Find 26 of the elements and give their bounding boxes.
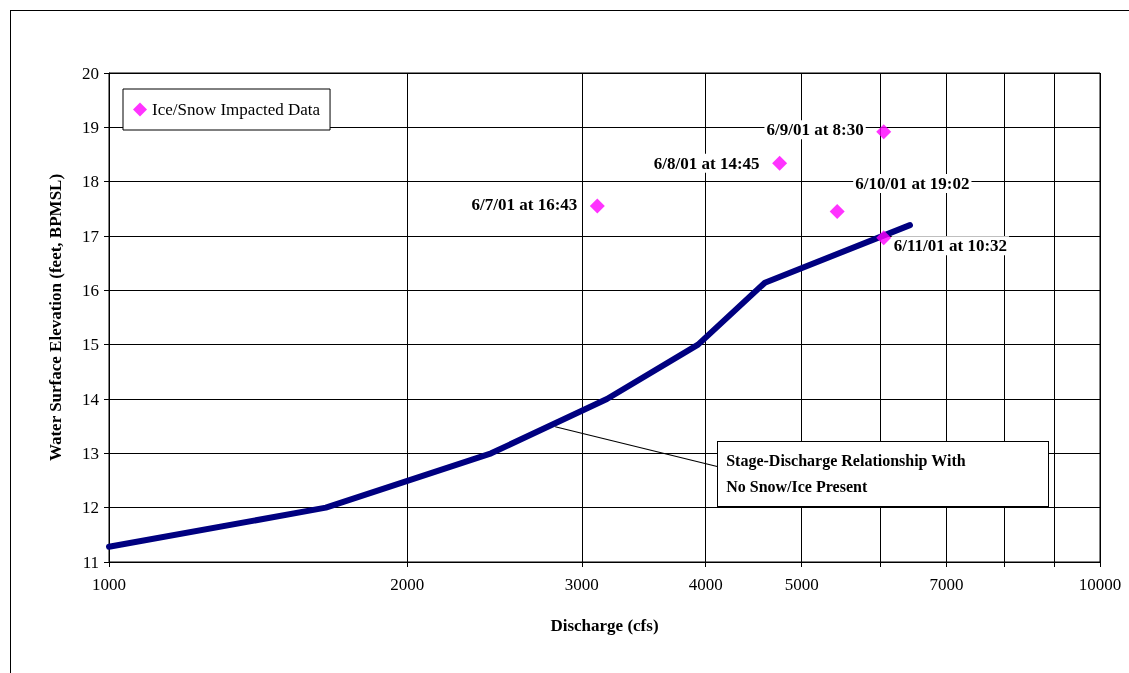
y-tick-label: 16 [82,280,99,300]
x-tick-label: 3000 [564,575,599,594]
y-tick-label: 11 [82,552,99,572]
x-tick-label: 4000 [688,575,723,594]
y-tick-label: 18 [82,172,99,192]
x-tick-label: 2000 [390,575,425,594]
annotation: 6/11/01 at 10:32 [893,236,1008,256]
annotation: 6/9/01 at 8:30 [766,120,864,140]
legend-label: Ice/Snow Impacted Data [152,100,321,119]
x-tick-label: 1000 [92,575,126,594]
annotation: 6/10/01 at 19:02 [855,174,970,194]
y-tick-label: 19 [82,117,99,137]
y-axis-title: Water Surface Elevation (feet, BPMSL) [46,173,65,462]
annotation: 6/8/01 at 14:45 [653,153,760,173]
x-tick-label: 7000 [929,575,964,594]
x-axis-title: Discharge (cfs) [550,616,659,635]
x-tick-label: 10000 [1078,575,1122,594]
y-tick-label: 15 [82,335,99,355]
y-tick-label: 12 [82,498,99,518]
y-tick-label: 17 [82,226,100,246]
annotation: 6/7/01 at 16:43 [471,194,578,214]
y-tick-label: 13 [82,443,99,463]
x-tick-label: 5000 [784,575,819,594]
callout-box: Stage-Discharge Relationship With No Snow/Ice Present [717,440,1050,507]
y-tick-label: 14 [82,389,100,409]
y-tick-label: 20 [82,63,99,83]
